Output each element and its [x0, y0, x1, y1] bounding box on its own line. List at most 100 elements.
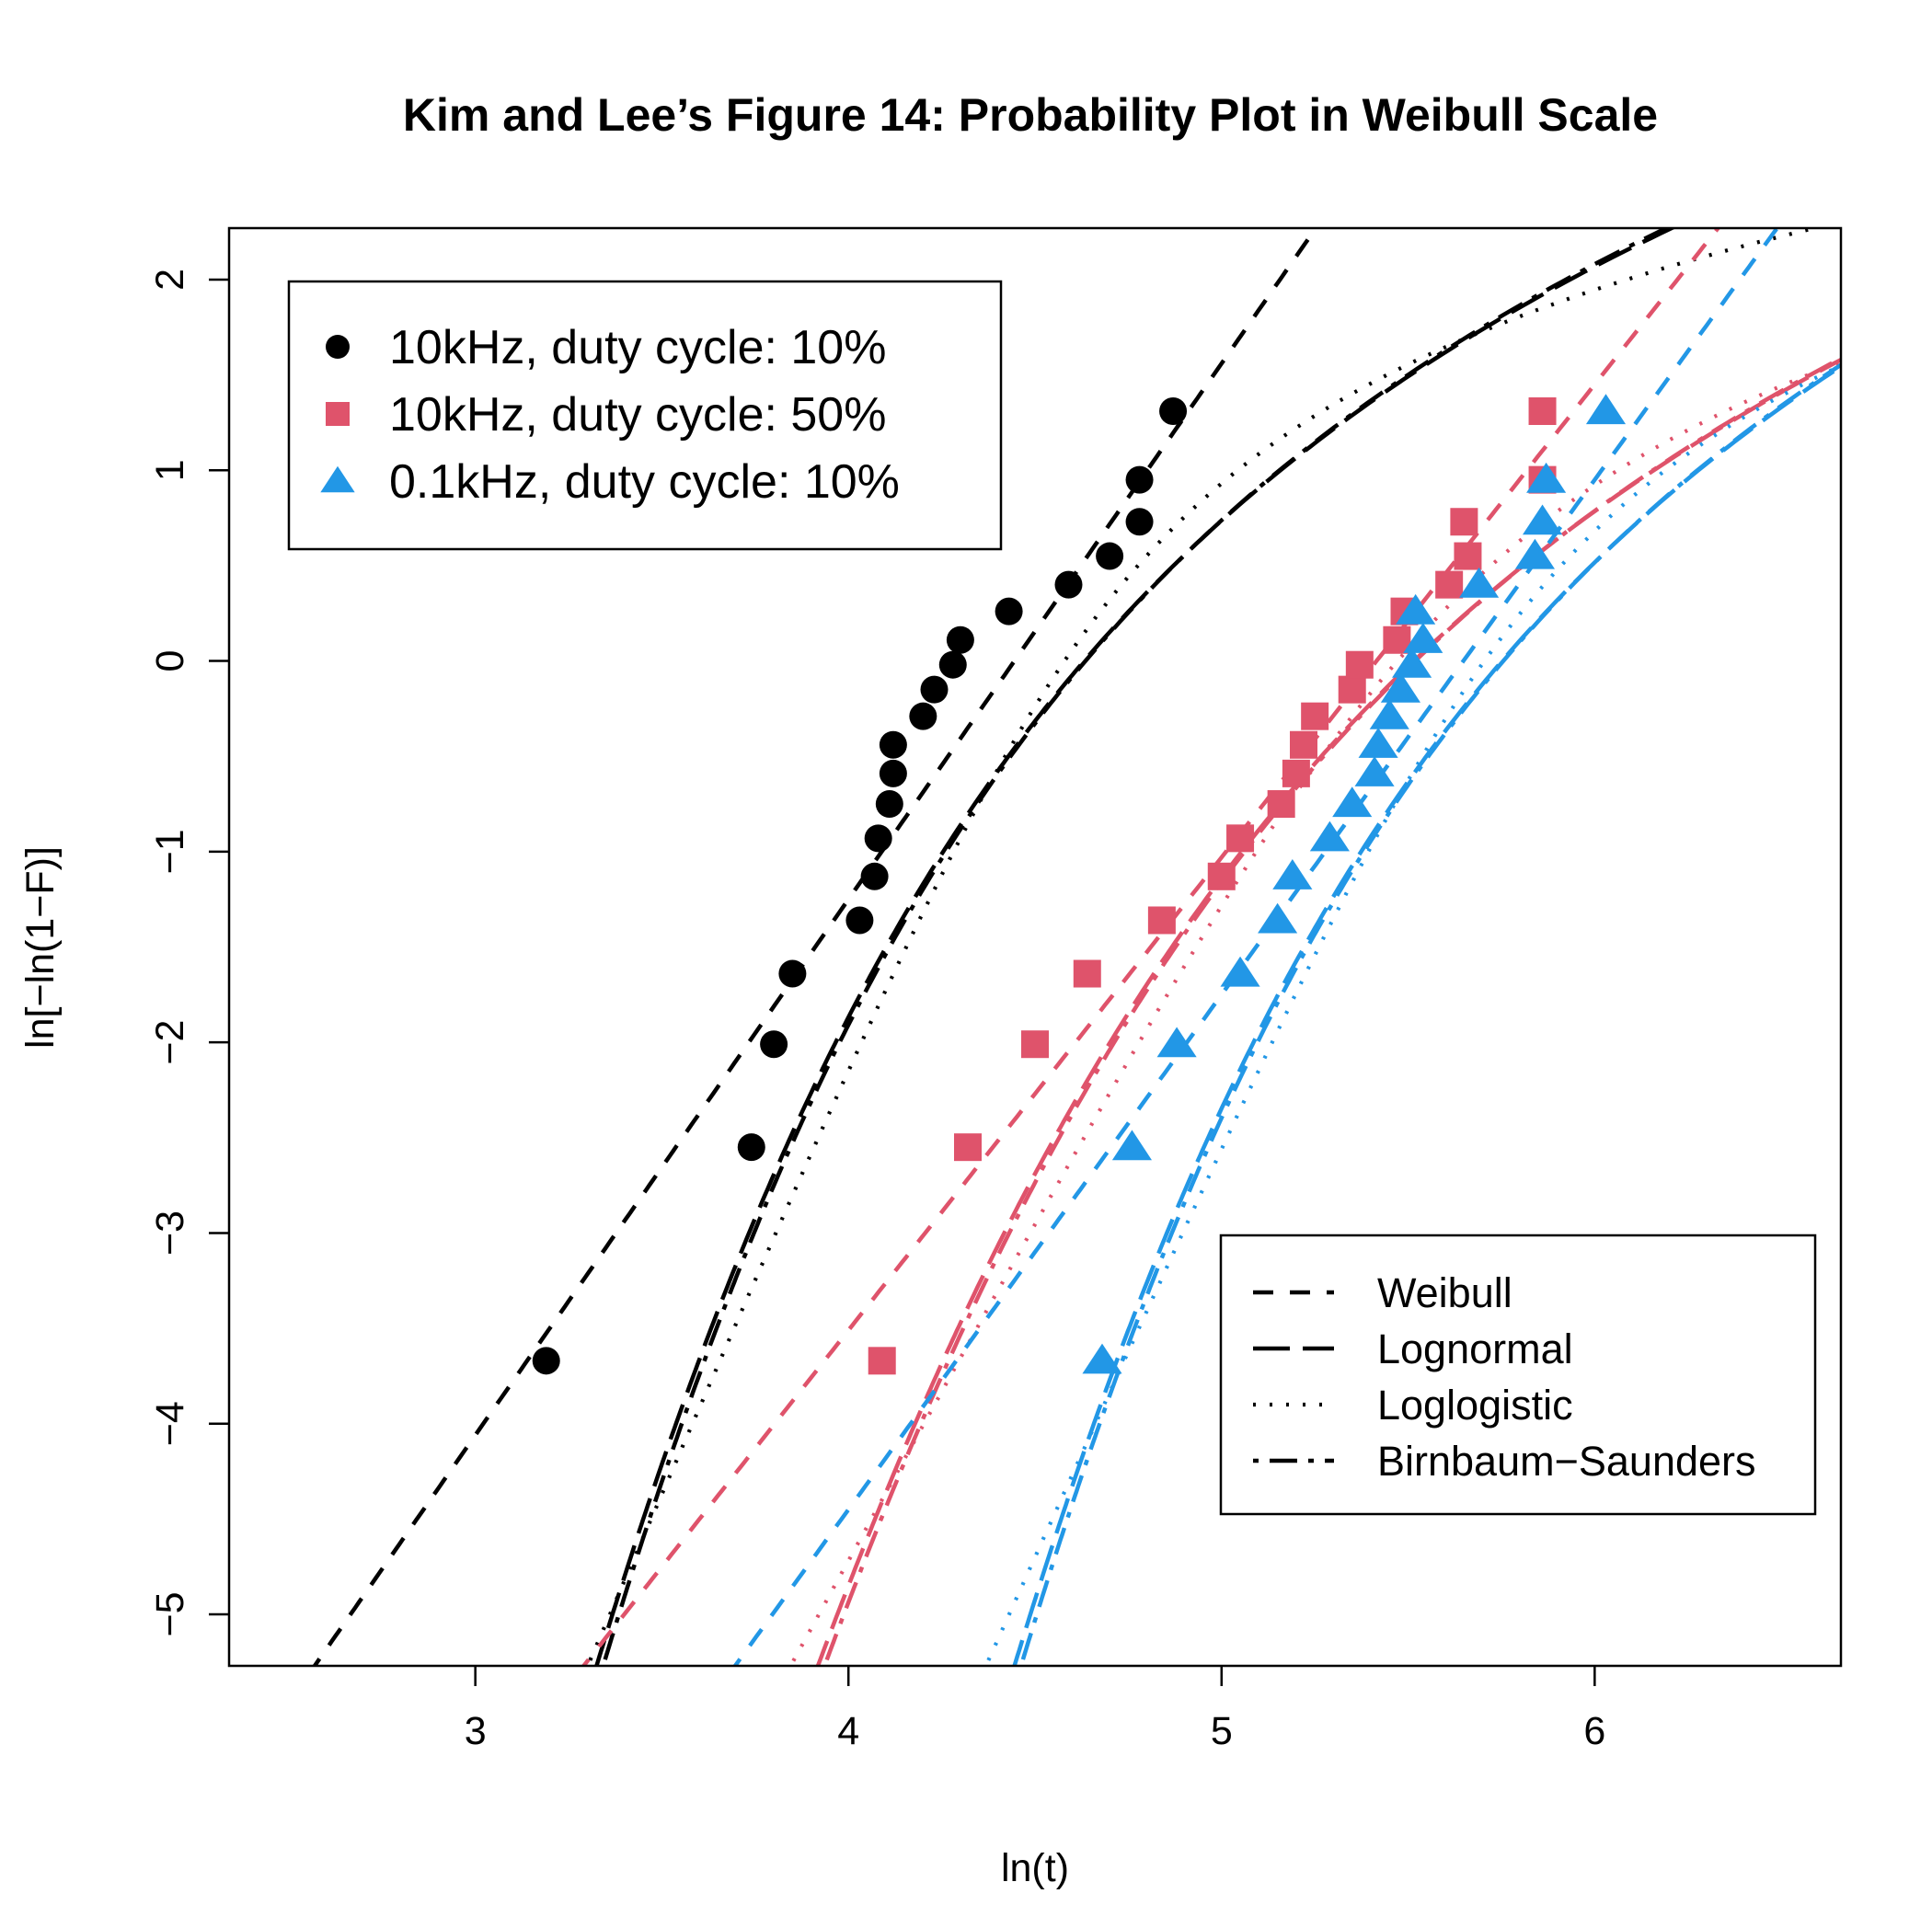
y-tick-label-3: −2 — [148, 1020, 192, 1065]
y-tick-label-6: 1 — [148, 459, 192, 481]
data-point-series-1-5 — [845, 906, 874, 935]
legend-marker-series-3 — [320, 465, 355, 493]
data-point-series-1-20 — [1159, 397, 1188, 426]
y-tick-label-0: −5 — [148, 1592, 192, 1637]
fit-line-loglogistic-series-1 — [585, 228, 1823, 1666]
data-point-series-3-14 — [1403, 623, 1443, 653]
data-point-series-1-13 — [938, 650, 967, 679]
y-tick-label-5: 0 — [148, 650, 192, 672]
fit-line-weibull-series-3 — [732, 228, 1780, 1666]
data-point-series-3-9 — [1354, 756, 1395, 786]
legend-marker-series-2 — [326, 402, 350, 426]
y-tick-label-1: −4 — [148, 1401, 192, 1446]
data-point-series-2-10 — [1290, 730, 1317, 759]
data-point-series-3-7 — [1309, 821, 1350, 852]
data-point-series-3-18 — [1522, 504, 1563, 535]
data-point-series-2-8 — [1267, 790, 1295, 819]
data-point-series-2-12 — [1338, 675, 1366, 704]
data-point-series-1-16 — [1054, 570, 1083, 599]
legend-lines-box — [1219, 1234, 1817, 1516]
x-axis-label: ln(t) — [1001, 1846, 1069, 1890]
data-point-series-1-3 — [760, 1030, 788, 1059]
y-tick-label-7: 2 — [148, 269, 192, 291]
data-point-series-3-16 — [1459, 567, 1500, 598]
data-point-series-1-19 — [1125, 465, 1154, 494]
fit-line-weibull-series-2 — [581, 228, 1721, 1666]
legend-label-series-1: 10kHz, duty cycle: 10% — [389, 321, 886, 374]
legend-label-series-2: 10kHz, duty cycle: 50% — [389, 388, 886, 442]
data-point-series-3-3 — [1156, 1027, 1197, 1058]
legend-label-loglogistic: Loglogistic — [1377, 1382, 1573, 1429]
data-point-series-2-2 — [954, 1133, 982, 1162]
data-point-series-1-17 — [1096, 542, 1124, 570]
data-point-series-3-13 — [1392, 647, 1432, 678]
data-point-series-1-1 — [532, 1347, 560, 1375]
legend-series: 10kHz, duty cycle: 10% 10kHz, duty cycle:… — [287, 280, 1003, 551]
y-axis-label: ln[−ln(1−F)] — [18, 846, 63, 1049]
fit-line-birnbaum_saunders-series-2 — [822, 356, 1841, 1666]
legend-marker-series-1 — [326, 335, 350, 359]
x-tick-label-1: 4 — [837, 1709, 859, 1753]
data-point-series-3-4 — [1220, 956, 1260, 987]
y-axis: −5 −4 −3 −2 −1 0 1 2 — [148, 269, 229, 1637]
data-point-series-1-4 — [778, 959, 807, 988]
data-point-series-2-6 — [1207, 862, 1236, 890]
legend-label-birnbaum_saunders: Birnbaum−Saunders — [1377, 1438, 1756, 1485]
data-points — [532, 394, 1627, 1375]
data-point-series-2-1 — [868, 1347, 896, 1375]
data-point-series-3-11 — [1369, 698, 1409, 729]
data-point-series-1-12 — [920, 675, 949, 704]
data-point-series-2-18 — [1450, 508, 1478, 536]
data-point-series-2-3 — [1021, 1030, 1049, 1059]
data-point-series-1-15 — [995, 597, 1023, 625]
data-point-series-3-15 — [1396, 593, 1436, 625]
fit-lines — [312, 228, 1841, 1666]
data-point-series-3-2 — [1111, 1130, 1153, 1161]
legend-label-lognormal: Lognormal — [1377, 1326, 1573, 1372]
data-point-series-2-5 — [1147, 906, 1176, 935]
fit-line-loglogistic-series-3 — [983, 363, 1841, 1666]
y-tick-label-4: −1 — [148, 829, 192, 874]
data-point-series-2-20 — [1528, 397, 1557, 426]
data-point-series-2-11 — [1301, 702, 1329, 730]
legend-label-series-3: 0.1kHz, duty cycle: 10% — [389, 455, 900, 509]
data-point-series-3-17 — [1514, 538, 1556, 569]
data-point-series-2-7 — [1226, 824, 1255, 853]
x-tick-label-0: 3 — [465, 1709, 487, 1753]
data-point-series-1-8 — [875, 790, 903, 819]
data-point-series-3-10 — [1358, 728, 1398, 758]
x-axis: 3 4 5 6 — [465, 1666, 1605, 1753]
x-tick-label-3: 6 — [1583, 1709, 1605, 1753]
data-point-series-3-12 — [1380, 671, 1421, 703]
data-point-series-1-14 — [946, 625, 974, 654]
y-tick-label-2: −3 — [148, 1211, 192, 1256]
data-point-series-2-9 — [1282, 759, 1310, 787]
plot-frame — [227, 226, 1843, 1668]
data-point-series-3-8 — [1332, 786, 1373, 818]
data-point-series-1-10 — [879, 730, 907, 759]
data-point-series-3-1 — [1082, 1343, 1122, 1374]
data-point-series-1-11 — [909, 702, 937, 730]
fit-line-weibull-series-1 — [312, 228, 1318, 1666]
data-point-series-3-5 — [1258, 902, 1298, 934]
data-point-series-1-6 — [860, 862, 889, 890]
data-point-series-1-18 — [1125, 508, 1154, 536]
legend-series-box — [287, 280, 1003, 551]
legend-label-weibull: Weibull — [1377, 1269, 1512, 1316]
data-point-series-1-2 — [737, 1133, 765, 1162]
fit-line-birnbaum_saunders-series-1 — [601, 228, 1672, 1666]
data-point-series-2-16 — [1435, 570, 1464, 599]
data-point-series-2-4 — [1073, 959, 1101, 988]
data-point-series-2-13 — [1345, 650, 1374, 679]
fit-line-birnbaum_saunders-series-3 — [1018, 362, 1841, 1666]
x-tick-label-2: 5 — [1211, 1709, 1233, 1753]
data-point-series-1-9 — [879, 759, 907, 787]
data-point-series-1-7 — [864, 824, 892, 853]
data-point-series-3-19 — [1526, 462, 1567, 493]
chart-title: Kim and Lee’s Figure 14: Probability Plo… — [403, 89, 1658, 141]
legend-lines: Weibull Lognormal Loglogistic Birnbaum−Saun… — [1219, 1234, 1817, 1516]
data-point-series-3-6 — [1272, 859, 1313, 889]
data-point-series-3-20 — [1585, 394, 1627, 425]
data-point-series-2-17 — [1454, 542, 1482, 570]
